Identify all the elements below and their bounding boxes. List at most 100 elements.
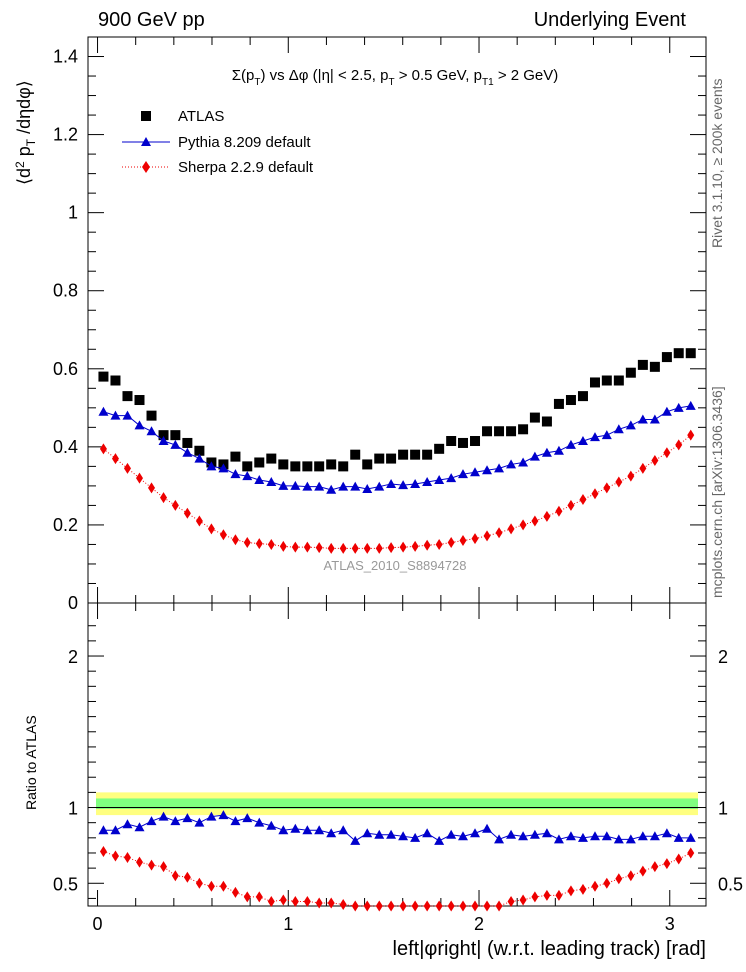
ratio-point-triangle — [649, 831, 660, 841]
ratio-point-diamond — [483, 900, 491, 912]
ratio-point-diamond — [555, 889, 563, 901]
main-axes: 0.2 0.4 0.6 0.8 1 1.2 1.4 0 — [53, 37, 706, 613]
ratio-point-diamond — [136, 856, 143, 868]
ratio-point-diamond — [579, 883, 587, 895]
y-tick-label: 1 — [68, 203, 78, 223]
data-point-triangle — [170, 439, 181, 449]
ratio-point-diamond — [663, 858, 671, 870]
x-tick-label: 1 — [283, 914, 293, 934]
data-point-square — [482, 426, 493, 437]
main-panel: Σ(pT) vs Δφ (|η| < 2.5, pT > 0.5 GeV, pT… — [13, 36, 707, 613]
ratio-point-diamond — [519, 894, 527, 906]
ratio-point-diamond — [160, 861, 168, 873]
data-point-square — [506, 426, 517, 437]
series-line-2 — [103, 434, 692, 549]
data-point-triangle — [338, 481, 349, 491]
data-point-triangle — [494, 463, 505, 473]
ratio-point-diamond — [603, 877, 611, 889]
ratio-point-triangle — [422, 828, 433, 838]
data-point-diamond — [507, 523, 515, 535]
ratio-point-diamond — [627, 870, 635, 882]
ratio-point-diamond — [183, 871, 191, 883]
watermark: ATLAS_2010_S8894728 — [324, 558, 467, 573]
data-point-diamond — [267, 538, 275, 550]
ratio-point-diamond — [195, 877, 203, 889]
ratio-point-diamond — [207, 880, 215, 892]
ratio-point-triangle — [506, 829, 517, 839]
y-axis-label: ⟨d2 pT /dηdφ⟩ — [13, 80, 38, 185]
data-point-diamond — [291, 541, 299, 553]
data-point-triangle — [254, 475, 265, 485]
data-point-diamond — [339, 542, 347, 554]
data-point-square — [529, 412, 540, 423]
data-point-triangle — [518, 457, 529, 467]
ratio-point-diamond — [423, 900, 431, 912]
ratio-point-diamond — [399, 900, 407, 912]
ratio-point-triangle — [326, 828, 337, 838]
data-point-diamond — [255, 538, 263, 550]
ratio-point-diamond — [99, 845, 107, 857]
ratio-point-diamond — [543, 889, 551, 901]
data-point-triangle — [613, 424, 624, 434]
data-point-diamond — [483, 530, 491, 542]
ratio-point-triangle — [541, 828, 552, 838]
ratio-point-diamond — [675, 853, 683, 865]
data-point-triangle — [601, 430, 612, 440]
ratio-axes: 0.5 0.5 1 1 2 2 0 1 2 3 — [53, 603, 743, 934]
data-point-square — [302, 461, 313, 472]
data-point-square — [98, 371, 109, 382]
data-point-triangle — [230, 469, 241, 479]
ratio-point-diamond — [243, 891, 251, 903]
data-point-triangle — [374, 481, 385, 491]
ratio-point-diamond — [339, 898, 347, 910]
data-point-square — [362, 459, 373, 470]
data-point-square — [290, 461, 301, 472]
header-left: 900 GeV pp — [98, 9, 205, 31]
data-point-diamond — [136, 472, 143, 484]
ratio-point-diamond — [567, 885, 575, 897]
legend-atlas-label: ATLAS — [178, 108, 224, 125]
data-point-square — [194, 445, 205, 456]
ratio-point-triangle — [218, 810, 229, 820]
ratio-point-diamond — [255, 891, 263, 903]
data-point-diamond — [687, 429, 695, 441]
data-point-triangle — [529, 451, 540, 461]
ratio-point-triangle — [637, 831, 648, 841]
data-point-square — [110, 375, 121, 386]
ratio-point-diamond — [507, 895, 515, 907]
ratio-point-triangle — [146, 816, 157, 826]
ratio-point-diamond — [111, 850, 119, 862]
ratio-point-triangle — [565, 831, 576, 841]
data-point-triangle — [434, 475, 445, 485]
data-point-square — [158, 430, 169, 441]
plot-title: Σ(pT) vs Δφ (|η| < 2.5, pT > 0.5 GeV, pT… — [232, 67, 559, 88]
ratio-point-diamond — [219, 880, 227, 892]
data-point-square — [278, 459, 289, 470]
ratio-point-triangle — [230, 816, 241, 826]
data-point-diamond — [435, 538, 443, 550]
x-tick-label: 0 — [93, 914, 103, 934]
data-point-triangle — [110, 410, 121, 420]
data-point-triangle — [637, 414, 648, 424]
ratio-series — [98, 810, 696, 912]
data-point-triangle — [457, 469, 468, 479]
data-point-diamond — [315, 542, 323, 554]
data-point-diamond — [327, 542, 335, 554]
x-tick-label: 3 — [665, 914, 675, 934]
ratio-y-label: Ratio to ATLAS — [23, 715, 39, 810]
data-point-diamond — [579, 494, 587, 506]
data-point-square — [685, 348, 696, 359]
data-point-square — [266, 453, 277, 464]
data-point-triangle — [482, 465, 493, 475]
data-point-diamond — [567, 499, 575, 511]
data-point-diamond — [171, 499, 179, 511]
data-point-square — [541, 416, 552, 427]
data-point-square — [122, 391, 133, 402]
ratio-point-triangle — [362, 828, 373, 838]
data-point-square — [398, 449, 409, 460]
data-point-square — [601, 375, 612, 386]
ratio-point-triangle — [314, 825, 325, 835]
data-point-diamond — [207, 523, 215, 535]
ratio-point-triangle — [242, 813, 253, 823]
